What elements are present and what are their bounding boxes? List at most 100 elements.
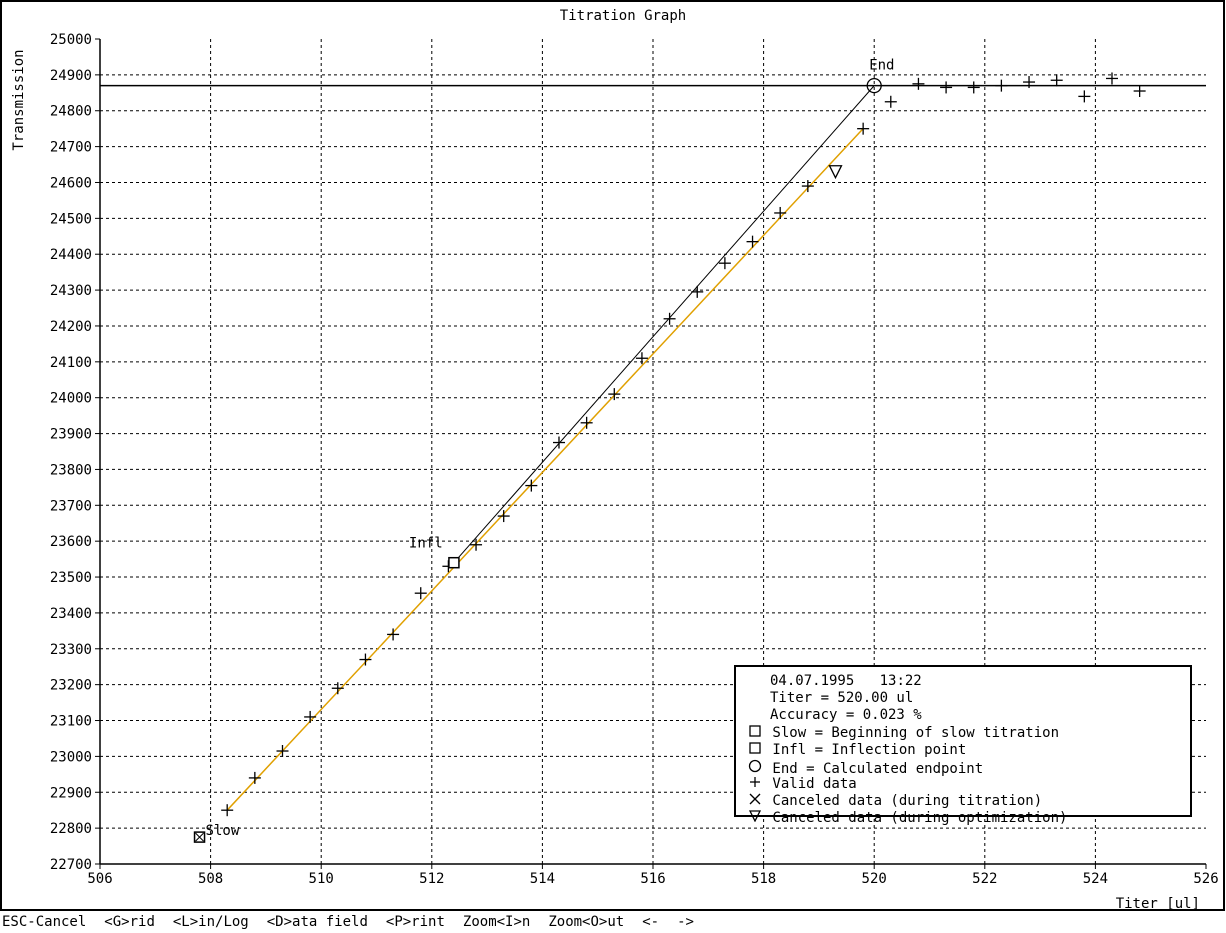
valid-data-point xyxy=(248,771,261,784)
legend-item-text: Canceled data (during optimization) xyxy=(764,810,1068,826)
slow-label: Slow xyxy=(206,823,240,839)
valid-data-point xyxy=(967,81,980,94)
valid-data-point xyxy=(1133,85,1146,98)
valid-data-point xyxy=(801,180,814,193)
plus-icon xyxy=(746,776,764,792)
y-tick-label: 23400 xyxy=(50,606,92,622)
valid-data-point xyxy=(940,81,953,94)
legend-item-text: Slow = Beginning of slow titration xyxy=(764,725,1060,741)
y-tick-label: 22800 xyxy=(50,821,92,837)
chart-title: Titration Graph xyxy=(560,8,686,24)
valid-data-point xyxy=(331,682,344,695)
y-tick-label: 23100 xyxy=(50,714,92,730)
y-tick-label: 24400 xyxy=(50,247,92,263)
legend-item: Slow = Beginning of slow titration xyxy=(746,725,1059,743)
slow-point xyxy=(193,831,206,843)
valid-data-point xyxy=(580,416,593,429)
x-tick-label: 520 xyxy=(862,871,887,887)
y-tick-label: 23300 xyxy=(50,642,92,658)
valid-data-point xyxy=(470,538,483,551)
valid-data-point xyxy=(497,510,510,523)
inflection-point xyxy=(448,556,460,569)
y-tick-label: 25000 xyxy=(50,32,92,48)
x-tick-label: 508 xyxy=(198,871,223,887)
statusbar-command[interactable]: <L>in/Log xyxy=(172,914,249,930)
legend-item: Canceled data (during optimization) xyxy=(746,810,1067,828)
legend-datetime: 04.07.1995 13:22 xyxy=(770,673,922,689)
statusbar-command[interactable]: <G>rid xyxy=(104,914,155,930)
y-tick-label: 23500 xyxy=(50,570,92,586)
legend-date: 04.07.1995 xyxy=(770,673,855,689)
statusbar-command[interactable]: ESC-Cancel xyxy=(2,914,87,930)
valid-data-point xyxy=(995,79,1008,92)
valid-data-point xyxy=(912,77,925,90)
canceled-optimization-point xyxy=(828,165,843,180)
axes xyxy=(95,38,1207,869)
valid-data-point xyxy=(221,804,234,817)
statusbar-command[interactable]: Zoom<I>n xyxy=(462,914,531,930)
y-tick-label: 24700 xyxy=(50,140,92,156)
legend-item: Infl = Inflection point xyxy=(746,742,966,760)
valid-data-point xyxy=(1023,76,1036,89)
legend-time: 13:22 xyxy=(879,673,922,689)
tangent-line xyxy=(453,85,875,564)
statusbar-command[interactable]: Zoom<O>ut xyxy=(548,914,625,930)
legend-item-text: End = Calculated endpoint xyxy=(764,761,984,777)
y-tick-label: 23200 xyxy=(50,678,92,694)
valid-data-point xyxy=(884,95,897,108)
y-tick-label: 24300 xyxy=(50,283,92,299)
legend-accuracy: Accuracy = 0.023 % xyxy=(770,707,922,723)
valid-data-point xyxy=(691,285,704,298)
valid-data-point xyxy=(663,312,676,325)
legend-item: Valid data xyxy=(746,776,857,794)
y-axis-label: Transmission xyxy=(11,49,27,150)
y-tick-label: 23700 xyxy=(50,498,92,514)
y-tick-label: 24600 xyxy=(50,175,92,191)
y-tick-label: 23000 xyxy=(50,749,92,765)
y-tick-label: 23600 xyxy=(50,534,92,550)
valid-data-point xyxy=(746,235,759,248)
y-tick-label: 23900 xyxy=(50,427,92,443)
valid-data-point xyxy=(525,479,538,492)
x-tick-label: 526 xyxy=(1193,871,1218,887)
statusbar-command[interactable]: <D>ata field xyxy=(266,914,368,930)
titration-chart: Titration Graph Transmission Titer [ul] … xyxy=(0,0,1225,912)
square-icon xyxy=(746,725,764,741)
x-tick-label: 506 xyxy=(87,871,112,887)
valid-data-point xyxy=(387,628,400,641)
legend-item-text: Canceled data (during titration) xyxy=(764,793,1043,809)
y-tick-label: 24200 xyxy=(50,319,92,335)
statusbar-command[interactable]: <P>rint xyxy=(385,914,445,930)
x-icon xyxy=(746,793,764,809)
status-bar: ESC-Cancel <G>rid <L>in/Log <D>ata field <P>… xyxy=(2,914,1222,932)
tick-labels: 506 508 510 512 514 516 518 520 522 524 526 22700 22… xyxy=(50,32,1219,887)
square-icon xyxy=(746,742,764,758)
grid xyxy=(100,39,1206,864)
valid-data-point xyxy=(1105,72,1118,85)
valid-data-point xyxy=(857,122,870,135)
legend: 04.07.1995 13:22 Titer = 520.00 ul Accur… xyxy=(734,665,1192,826)
special-points: Slow Infl End xyxy=(193,58,894,843)
x-tick-label: 512 xyxy=(419,871,444,887)
y-tick-label: 22900 xyxy=(50,785,92,801)
x-tick-label: 514 xyxy=(530,871,555,887)
valid-data-point xyxy=(718,257,731,270)
y-tick-label: 24500 xyxy=(50,211,92,227)
endpoint-label: End xyxy=(869,58,894,74)
valid-data-point xyxy=(359,653,372,666)
statusbar-command[interactable]: -> xyxy=(677,914,694,930)
valid-data-point xyxy=(774,206,787,219)
inflection-label: Infl xyxy=(409,536,443,552)
x-tick-label: 518 xyxy=(751,871,776,887)
valid-data-point xyxy=(635,352,648,365)
x-tick-label: 516 xyxy=(640,871,665,887)
y-tick-label: 22700 xyxy=(50,857,92,873)
y-tick-label: 23800 xyxy=(50,462,92,478)
valid-data-point xyxy=(1078,90,1091,103)
valid-data-point xyxy=(552,436,565,449)
statusbar-command[interactable]: <- xyxy=(642,914,660,930)
legend-item-text: Infl = Inflection point xyxy=(764,742,967,758)
valid-data-point xyxy=(1050,74,1063,87)
x-axis-label: Titer [ul] xyxy=(1116,896,1200,912)
x-tick-label: 524 xyxy=(1083,871,1108,887)
